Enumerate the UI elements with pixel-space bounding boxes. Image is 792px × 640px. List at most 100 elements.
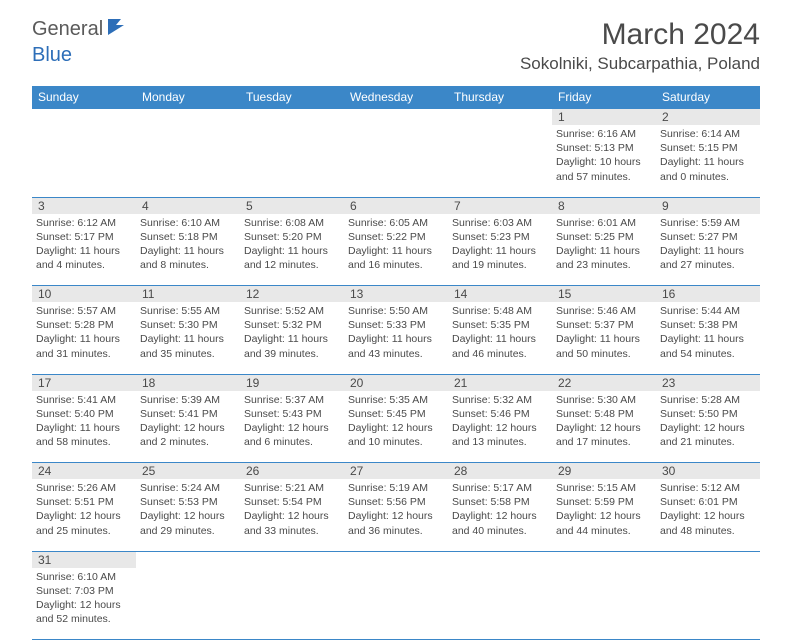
day-cell: Sunrise: 5:32 AMSunset: 5:46 PMDaylight:… — [448, 391, 552, 463]
empty-cell — [32, 109, 136, 126]
day-content-row: Sunrise: 6:12 AMSunset: 5:17 PMDaylight:… — [32, 214, 760, 286]
empty-cell — [344, 125, 448, 197]
day-number: 3 — [32, 197, 136, 214]
empty-cell — [344, 568, 448, 640]
day-details: Sunrise: 5:48 AMSunset: 5:35 PMDaylight:… — [452, 304, 548, 361]
logo-sub: Blue — [32, 44, 72, 67]
day-details: Sunrise: 5:59 AMSunset: 5:27 PMDaylight:… — [660, 216, 756, 273]
logo-text-general: General — [32, 18, 103, 41]
day-cell: Sunrise: 6:03 AMSunset: 5:23 PMDaylight:… — [448, 214, 552, 286]
empty-cell — [136, 125, 240, 197]
day-number-row: 3456789 — [32, 197, 760, 214]
empty-cell — [448, 551, 552, 568]
day-number: 25 — [136, 463, 240, 480]
header: General March 2024 Sokolniki, Subcarpath… — [0, 0, 792, 78]
day-number: 7 — [448, 197, 552, 214]
day-content-row: Sunrise: 5:57 AMSunset: 5:28 PMDaylight:… — [32, 302, 760, 374]
day-details: Sunrise: 6:16 AMSunset: 5:13 PMDaylight:… — [556, 127, 652, 184]
month-title: March 2024 — [520, 18, 760, 52]
day-number: 29 — [552, 463, 656, 480]
day-number: 21 — [448, 374, 552, 391]
day-details: Sunrise: 5:30 AMSunset: 5:48 PMDaylight:… — [556, 393, 652, 450]
day-number: 6 — [344, 197, 448, 214]
day-number: 5 — [240, 197, 344, 214]
empty-cell — [240, 109, 344, 126]
day-cell: Sunrise: 5:37 AMSunset: 5:43 PMDaylight:… — [240, 391, 344, 463]
day-content-row: Sunrise: 6:10 AMSunset: 7:03 PMDaylight:… — [32, 568, 760, 640]
day-number: 8 — [552, 197, 656, 214]
day-cell: Sunrise: 5:26 AMSunset: 5:51 PMDaylight:… — [32, 479, 136, 551]
day-cell: Sunrise: 5:15 AMSunset: 5:59 PMDaylight:… — [552, 479, 656, 551]
day-number-row: 12 — [32, 109, 760, 126]
title-block: March 2024 Sokolniki, Subcarpathia, Pola… — [520, 18, 760, 74]
day-details: Sunrise: 5:50 AMSunset: 5:33 PMDaylight:… — [348, 304, 444, 361]
day-cell: Sunrise: 5:50 AMSunset: 5:33 PMDaylight:… — [344, 302, 448, 374]
location: Sokolniki, Subcarpathia, Poland — [520, 54, 760, 74]
day-number-row: 17181920212223 — [32, 374, 760, 391]
day-cell: Sunrise: 5:46 AMSunset: 5:37 PMDaylight:… — [552, 302, 656, 374]
day-details: Sunrise: 5:17 AMSunset: 5:58 PMDaylight:… — [452, 481, 548, 538]
day-details: Sunrise: 5:12 AMSunset: 6:01 PMDaylight:… — [660, 481, 756, 538]
day-details: Sunrise: 5:21 AMSunset: 5:54 PMDaylight:… — [244, 481, 340, 538]
day-content-row: Sunrise: 5:26 AMSunset: 5:51 PMDaylight:… — [32, 479, 760, 551]
day-cell: Sunrise: 6:08 AMSunset: 5:20 PMDaylight:… — [240, 214, 344, 286]
day-details: Sunrise: 5:24 AMSunset: 5:53 PMDaylight:… — [140, 481, 236, 538]
empty-cell — [344, 551, 448, 568]
day-number: 4 — [136, 197, 240, 214]
day-number: 26 — [240, 463, 344, 480]
day-details: Sunrise: 5:39 AMSunset: 5:41 PMDaylight:… — [140, 393, 236, 450]
weekday-sunday: Sunday — [32, 86, 136, 109]
weekday-monday: Monday — [136, 86, 240, 109]
empty-cell — [656, 568, 760, 640]
day-details: Sunrise: 6:03 AMSunset: 5:23 PMDaylight:… — [452, 216, 548, 273]
day-number: 14 — [448, 286, 552, 303]
day-details: Sunrise: 5:57 AMSunset: 5:28 PMDaylight:… — [36, 304, 132, 361]
day-cell: Sunrise: 5:24 AMSunset: 5:53 PMDaylight:… — [136, 479, 240, 551]
day-number: 27 — [344, 463, 448, 480]
day-details: Sunrise: 6:08 AMSunset: 5:20 PMDaylight:… — [244, 216, 340, 273]
day-number: 28 — [448, 463, 552, 480]
day-number: 19 — [240, 374, 344, 391]
day-number: 10 — [32, 286, 136, 303]
day-number: 1 — [552, 109, 656, 126]
day-number-row: 31 — [32, 551, 760, 568]
day-details: Sunrise: 6:10 AMSunset: 7:03 PMDaylight:… — [36, 570, 132, 627]
day-number: 20 — [344, 374, 448, 391]
empty-cell — [552, 568, 656, 640]
day-number: 22 — [552, 374, 656, 391]
day-cell: Sunrise: 5:21 AMSunset: 5:54 PMDaylight:… — [240, 479, 344, 551]
logo-flag-icon — [107, 18, 129, 41]
day-number: 24 — [32, 463, 136, 480]
day-cell: Sunrise: 5:57 AMSunset: 5:28 PMDaylight:… — [32, 302, 136, 374]
day-number: 30 — [656, 463, 760, 480]
empty-cell — [240, 125, 344, 197]
weekday-wednesday: Wednesday — [344, 86, 448, 109]
empty-cell — [32, 125, 136, 197]
empty-cell — [344, 109, 448, 126]
day-cell: Sunrise: 5:41 AMSunset: 5:40 PMDaylight:… — [32, 391, 136, 463]
day-cell: Sunrise: 5:44 AMSunset: 5:38 PMDaylight:… — [656, 302, 760, 374]
day-details: Sunrise: 5:19 AMSunset: 5:56 PMDaylight:… — [348, 481, 444, 538]
day-cell: Sunrise: 6:10 AMSunset: 7:03 PMDaylight:… — [32, 568, 136, 640]
day-details: Sunrise: 5:35 AMSunset: 5:45 PMDaylight:… — [348, 393, 444, 450]
logo: General — [32, 18, 131, 41]
day-cell: Sunrise: 5:19 AMSunset: 5:56 PMDaylight:… — [344, 479, 448, 551]
empty-cell — [448, 568, 552, 640]
day-details: Sunrise: 5:44 AMSunset: 5:38 PMDaylight:… — [660, 304, 756, 361]
day-details: Sunrise: 5:26 AMSunset: 5:51 PMDaylight:… — [36, 481, 132, 538]
day-cell: Sunrise: 5:28 AMSunset: 5:50 PMDaylight:… — [656, 391, 760, 463]
day-details: Sunrise: 5:15 AMSunset: 5:59 PMDaylight:… — [556, 481, 652, 538]
day-cell: Sunrise: 5:30 AMSunset: 5:48 PMDaylight:… — [552, 391, 656, 463]
day-number: 16 — [656, 286, 760, 303]
day-cell: Sunrise: 5:17 AMSunset: 5:58 PMDaylight:… — [448, 479, 552, 551]
empty-cell — [552, 551, 656, 568]
day-cell: Sunrise: 6:16 AMSunset: 5:13 PMDaylight:… — [552, 125, 656, 197]
weekday-header-row: SundayMondayTuesdayWednesdayThursdayFrid… — [32, 86, 760, 109]
weekday-tuesday: Tuesday — [240, 86, 344, 109]
day-details: Sunrise: 5:28 AMSunset: 5:50 PMDaylight:… — [660, 393, 756, 450]
day-content-row: Sunrise: 5:41 AMSunset: 5:40 PMDaylight:… — [32, 391, 760, 463]
day-cell: Sunrise: 5:39 AMSunset: 5:41 PMDaylight:… — [136, 391, 240, 463]
day-cell: Sunrise: 6:10 AMSunset: 5:18 PMDaylight:… — [136, 214, 240, 286]
day-details: Sunrise: 6:10 AMSunset: 5:18 PMDaylight:… — [140, 216, 236, 273]
day-cell: Sunrise: 6:01 AMSunset: 5:25 PMDaylight:… — [552, 214, 656, 286]
